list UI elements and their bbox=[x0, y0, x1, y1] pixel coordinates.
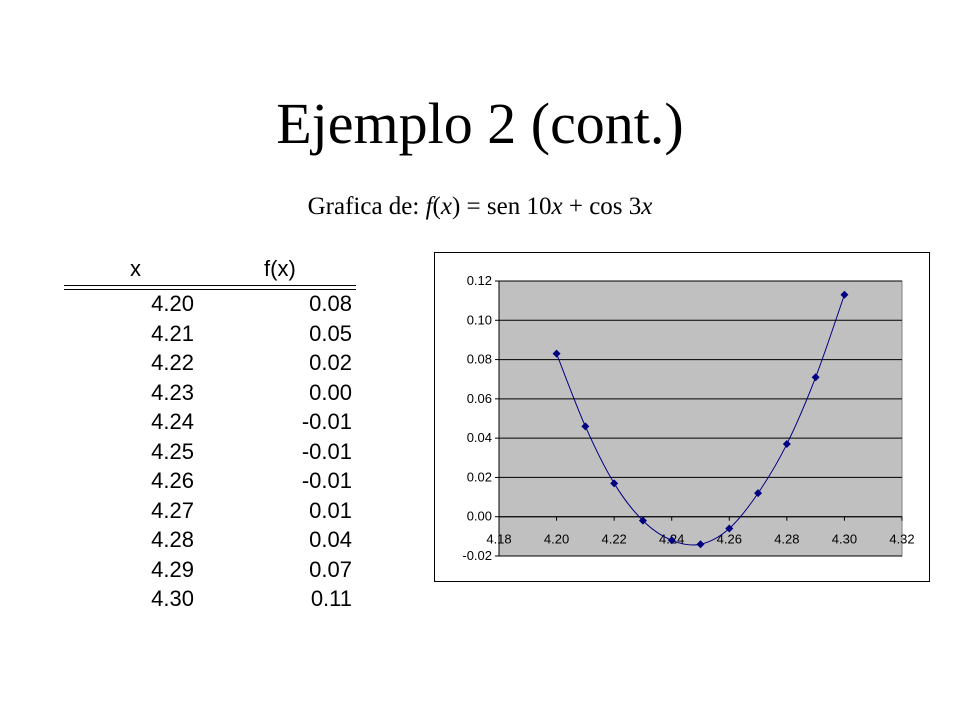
data-point bbox=[638, 516, 647, 525]
cell-x: 4.27 bbox=[151, 497, 194, 523]
header-rule-top bbox=[64, 285, 356, 286]
table-row: 4.20 0.08 bbox=[64, 289, 356, 319]
y-tick-label: 0.08 bbox=[467, 352, 492, 367]
header-x: x bbox=[130, 256, 141, 281]
slide-subtitle: Grafica de: f(x) = sen 10x + cos 3x bbox=[0, 193, 960, 221]
subtitle-middle: ) = sen 10 bbox=[451, 193, 552, 220]
header-fx: f(x) bbox=[264, 256, 296, 281]
data-point bbox=[696, 540, 705, 549]
table-header: x f(x) bbox=[64, 256, 356, 284]
x-tick-label: 4.20 bbox=[544, 532, 569, 547]
subtitle-function-name: f bbox=[425, 193, 433, 220]
x-tick-label: 4.30 bbox=[832, 532, 857, 547]
table-row: 4.26 -0.01 bbox=[64, 466, 356, 496]
cell-x: 4.26 bbox=[151, 468, 194, 493]
cell-x: 4.21 bbox=[151, 320, 194, 346]
x-tick-label: 4.26 bbox=[717, 532, 742, 547]
chart-frame: -0.02 0.00 0.02 0.04 0.06 0.08 0.10 0.12 4.18 4.2… bbox=[434, 252, 930, 582]
subtitle-variable-3: x bbox=[641, 193, 653, 220]
y-tick-label: 0.04 bbox=[467, 430, 492, 445]
plot-area bbox=[498, 280, 903, 557]
cell-x: 4.24 bbox=[151, 409, 194, 434]
data-point bbox=[782, 440, 791, 449]
header-rule-bottom bbox=[64, 289, 356, 290]
table-row: 4.28 0.04 bbox=[64, 525, 356, 555]
cell-x: 4.30 bbox=[151, 586, 194, 611]
y-tick-label: -0.02 bbox=[462, 548, 492, 563]
table-row: 4.21 0.05 bbox=[64, 319, 356, 349]
cell-fx: -0.01 bbox=[301, 409, 352, 434]
cell-x: 4.28 bbox=[151, 527, 194, 552]
x-tick-label: 4.22 bbox=[601, 532, 626, 547]
cell-fx: 0.01 bbox=[309, 497, 352, 523]
x-tick-label: 4.18 bbox=[486, 532, 511, 547]
data-point bbox=[840, 290, 849, 299]
cell-fx: 0.11 bbox=[310, 586, 352, 611]
x-tick-label: 4.32 bbox=[889, 532, 914, 547]
data-point bbox=[667, 536, 676, 545]
table-row: 4.24 -0.01 bbox=[64, 407, 356, 437]
chart: -0.02 0.00 0.02 0.04 0.06 0.08 0.10 0.12 4.18 4.2… bbox=[462, 273, 914, 563]
data-point bbox=[552, 349, 561, 358]
y-tick-label: 0.02 bbox=[467, 469, 492, 484]
y-tick-label: 0.00 bbox=[467, 509, 492, 524]
data-point bbox=[811, 373, 820, 382]
cell-x: 4.20 bbox=[151, 291, 194, 316]
cell-x: 4.22 bbox=[151, 350, 194, 375]
table-row: 4.23 0.00 bbox=[64, 378, 356, 408]
cell-fx: 0.02 bbox=[309, 350, 352, 375]
table-row: 4.27 0.01 bbox=[64, 496, 356, 526]
table-row: 4.29 0.07 bbox=[64, 555, 356, 585]
y-tick-label: 0.06 bbox=[467, 391, 492, 406]
table-row: 4.22 0.02 bbox=[64, 348, 356, 378]
cell-fx: 0.07 bbox=[309, 556, 352, 582]
table-body: 4.20 0.08 4.21 0.05 4.22 0.02 4.23 0.00 4.24 -0.0… bbox=[64, 289, 356, 614]
subtitle-prefix: Grafica de: bbox=[307, 193, 426, 220]
data-point bbox=[610, 479, 619, 488]
table-row: 4.25 -0.01 bbox=[64, 437, 356, 467]
subtitle-paren-open: ( bbox=[432, 193, 441, 220]
cell-fx: 0.05 bbox=[309, 320, 352, 346]
y-tick-label: 0.10 bbox=[467, 312, 492, 327]
cell-fx: -0.01 bbox=[301, 438, 352, 464]
subtitle-variable-1: x bbox=[440, 193, 452, 220]
data-point bbox=[725, 524, 734, 533]
data-point bbox=[754, 489, 763, 498]
x-tick-label: 4.28 bbox=[774, 532, 799, 547]
subtitle-variable-2: x bbox=[551, 193, 563, 220]
y-tick-label: 0.12 bbox=[467, 273, 492, 288]
cell-x: 4.29 bbox=[151, 556, 194, 582]
cell-fx: 0.00 bbox=[309, 379, 352, 405]
table-row: 4.30 0.11 bbox=[64, 584, 356, 614]
subtitle-plus: + cos 3 bbox=[562, 193, 642, 220]
cell-fx: 0.08 bbox=[309, 291, 352, 316]
cell-fx: -0.01 bbox=[301, 468, 352, 493]
slide-title: Ejemplo 2 (cont.) bbox=[276, 91, 684, 156]
cell-x: 4.25 bbox=[151, 438, 194, 464]
cell-fx: 0.04 bbox=[309, 527, 352, 552]
data-table: x f(x) 4.20 0.08 4.21 0.05 4.22 0.02 4.23 0.00 4… bbox=[64, 256, 356, 611]
cell-x: 4.23 bbox=[151, 379, 194, 405]
data-point bbox=[581, 422, 590, 431]
